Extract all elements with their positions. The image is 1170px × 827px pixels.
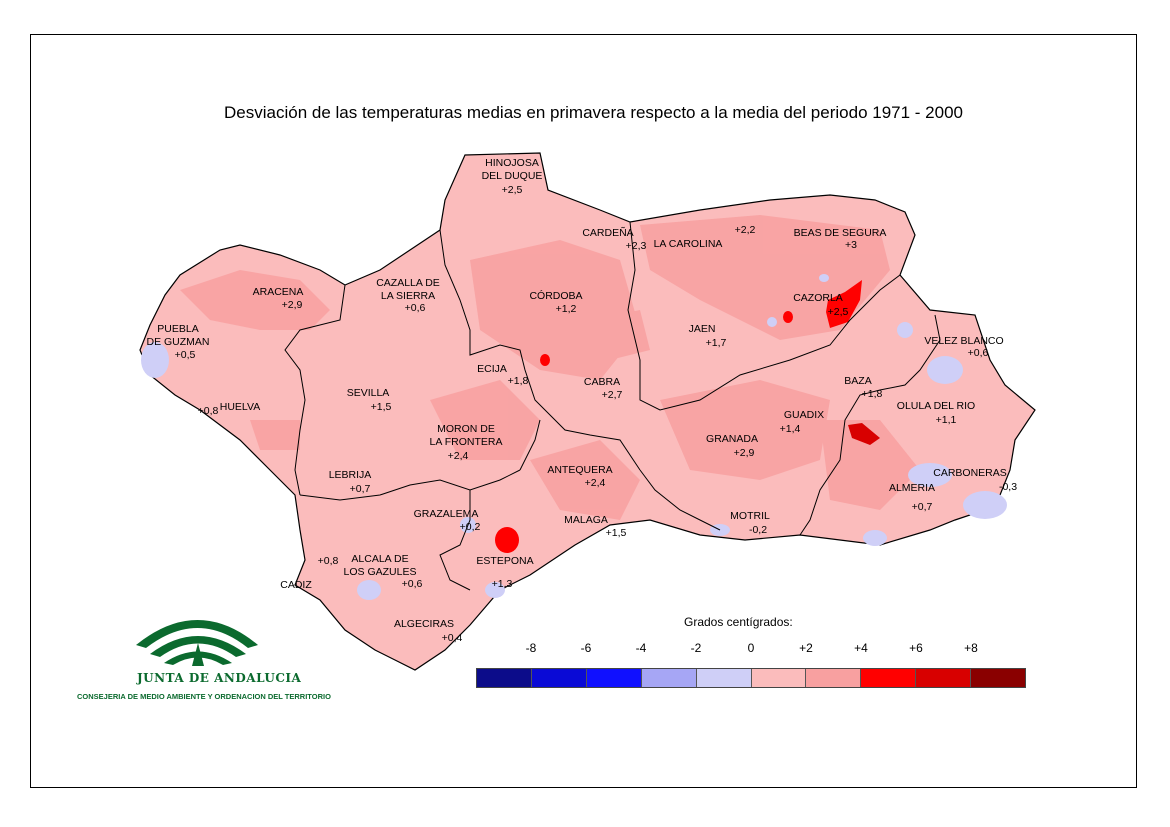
station-name-moron: MORON DE xyxy=(437,423,495,435)
station-name-carboneras: CARBONERAS xyxy=(933,467,1007,479)
station-value-beas: +3 xyxy=(845,239,857,251)
station-value-jaen: +1,7 xyxy=(706,337,727,349)
station-name-malaga: MALAGA xyxy=(564,514,608,526)
logo-subtitle: CONSEJERIA DE MEDIO AMBIENTE Y ORDENACIO… xyxy=(77,692,331,701)
station-name-antequera: ANTEQUERA xyxy=(547,464,612,476)
legend-swatch xyxy=(641,669,697,687)
station-name-estepona: ESTEPONA xyxy=(476,555,533,567)
station-value-motril: -0,2 xyxy=(749,524,767,536)
station-value-olula: +1,1 xyxy=(936,414,957,426)
legend-tick-label: +4 xyxy=(854,641,868,655)
junta-andalucia-logo xyxy=(136,620,258,666)
station-name-cabra: CABRA xyxy=(584,376,620,388)
anomaly-negative-zones xyxy=(141,274,1007,600)
station-value-cadiz: +0,8 xyxy=(318,555,339,567)
station-name-lebrija: LEBRIJA xyxy=(329,469,372,481)
station-value-guadix: +1,4 xyxy=(780,423,801,435)
legend-tick-label: -6 xyxy=(580,641,592,655)
legend-swatch xyxy=(531,669,587,687)
legend-swatch xyxy=(861,669,917,687)
station-value-cazorla: +2,5 xyxy=(828,306,849,318)
legend-swatch xyxy=(916,669,972,687)
station-name-sevilla: SEVILLA xyxy=(347,387,390,399)
legend-tick-label: +2 xyxy=(799,641,813,655)
station-value-aracena: +2,9 xyxy=(282,299,303,311)
legend-tick-label: +6 xyxy=(909,641,923,655)
station-name-moron: LA FRONTERA xyxy=(430,436,503,448)
station-name-aracena: ARACENA xyxy=(253,286,304,298)
station-name-ecija: ECIJA xyxy=(477,363,507,375)
legend-swatch xyxy=(477,669,532,687)
station-value-granada: +2,9 xyxy=(734,447,755,459)
province-boundaries xyxy=(284,221,941,591)
station-value-la-carolina: +2,2 xyxy=(735,224,756,236)
map-frame xyxy=(30,34,1137,788)
station-value-sevilla: +1,5 xyxy=(371,401,392,413)
legend-tick-label: -8 xyxy=(525,641,537,655)
station-name-jaen: JAEN xyxy=(689,323,716,335)
station-value-alcala: +0,6 xyxy=(402,578,423,590)
station-value-cordoba: +1,2 xyxy=(556,303,577,315)
station-value-cabra: +2,7 xyxy=(602,389,623,401)
station-name-puebla: PUEBLA xyxy=(157,323,198,335)
map-title: Desviación de las temperaturas medias en… xyxy=(224,103,963,122)
station-value-grazalema: +0,2 xyxy=(460,521,481,533)
legend-swatch xyxy=(751,669,807,687)
station-name-huelva: HUELVA xyxy=(220,401,260,413)
station-name-motril: MOTRIL xyxy=(730,510,770,522)
station-name-la-carolina: LA CAROLINA xyxy=(654,238,723,250)
station-name-guadix: GUADIX xyxy=(784,409,824,421)
legend-color-bar xyxy=(476,668,1026,688)
station-name-cazalla: CAZALLA DE xyxy=(376,277,440,289)
legend-swatch xyxy=(806,669,862,687)
legend-tick-label: 0 xyxy=(747,641,755,655)
station-name-cadiz: CADIZ xyxy=(280,579,312,591)
station-value-puebla: +0,5 xyxy=(175,349,196,361)
legend-swatch xyxy=(586,669,642,687)
station-name-olula: OLULA DEL RIO xyxy=(897,400,975,412)
station-value-cazalla: +0,6 xyxy=(405,302,426,314)
station-name-velez-blanco: VELEZ BLANCO xyxy=(924,335,1003,347)
station-name-alcala: LOS GAZULES xyxy=(344,566,417,578)
station-value-ecija: +1,8 xyxy=(508,375,529,387)
station-value-antequera: +2,4 xyxy=(585,477,606,489)
station-name-almeria: ALMERIA xyxy=(889,482,935,494)
legend-tick-label: -2 xyxy=(690,641,702,655)
legend-swatch xyxy=(971,669,1026,687)
legend-title: Grados centígrados: xyxy=(684,615,793,629)
station-value-algeciras: +0,4 xyxy=(442,632,463,644)
station-name-cordoba: CÓRDOBA xyxy=(529,289,582,302)
station-name-alcala: ALCALA DE xyxy=(351,553,408,565)
logo-name: JUNTA DE ANDALUCIA xyxy=(137,671,302,685)
station-value-huelva: +0,8 xyxy=(198,405,219,417)
station-name-cardena: CARDEÑA xyxy=(582,226,633,239)
station-value-cardena: +2,3 xyxy=(626,240,647,252)
station-name-cazorla: CAZORLA xyxy=(793,292,843,304)
station-name-granada: GRANADA xyxy=(706,433,758,445)
legend-tick-label: -4 xyxy=(635,641,647,655)
anomaly-hot-spots xyxy=(495,280,880,553)
station-value-estepona: +1,3 xyxy=(492,578,513,590)
station-value-almeria: +0,7 xyxy=(912,501,933,513)
station-value-carboneras: -0,3 xyxy=(999,481,1017,493)
station-value-velez-blanco: +0,6 xyxy=(968,347,989,359)
station-name-hinojosa: HINOJOSA xyxy=(485,157,539,169)
legend-tick-label: +8 xyxy=(964,641,978,655)
station-value-hinojosa: +2,5 xyxy=(502,184,523,196)
station-name-cazalla: LA SIERRA xyxy=(381,290,435,302)
station-name-beas: BEAS DE SEGURA xyxy=(794,227,887,239)
legend-swatch xyxy=(696,669,752,687)
station-value-lebrija: +0,7 xyxy=(350,483,371,495)
station-name-grazalema: GRAZALEMA xyxy=(414,508,479,520)
station-name-baza: BAZA xyxy=(844,375,871,387)
station-value-malaga: +1,5 xyxy=(606,527,627,539)
station-name-puebla: DE GUZMAN xyxy=(147,336,210,348)
station-value-moron: +2,4 xyxy=(448,450,469,462)
station-name-hinojosa: DEL DUQUE xyxy=(482,170,543,182)
station-name-algeciras: ALGECIRAS xyxy=(394,618,454,630)
station-value-baza: +1,8 xyxy=(862,388,883,400)
